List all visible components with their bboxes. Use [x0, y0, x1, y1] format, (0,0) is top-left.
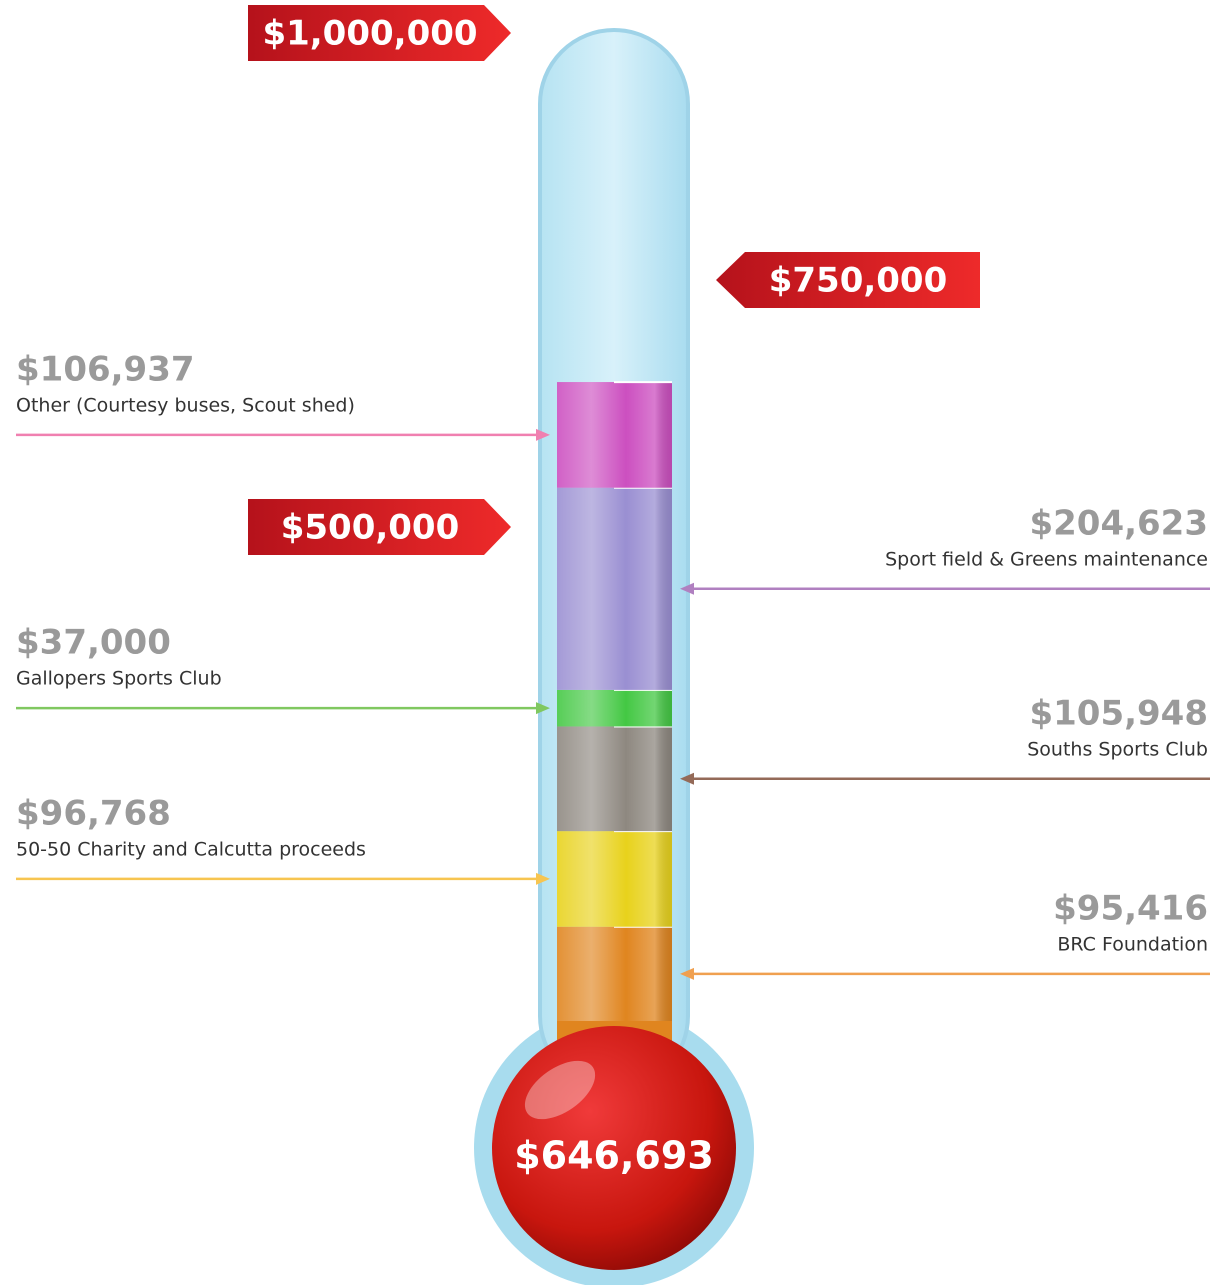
segment-name: Souths Sports Club [1027, 738, 1208, 760]
segment-shine [557, 926, 672, 1021]
arrow-head [536, 702, 550, 715]
segment-value: $37,000 [16, 623, 171, 663]
segment-name: Other (Courtesy buses, Scout shed) [16, 394, 355, 416]
segment-name: Gallopers Sports Club [16, 668, 222, 690]
segment-name: 50-50 Charity and Calcutta proceeds [16, 838, 366, 860]
segment-shine [557, 382, 672, 488]
arrow-head [680, 967, 694, 980]
segment-value: $204,623 [1029, 503, 1208, 543]
milestone-ribbon [248, 499, 511, 555]
segment-shine [557, 726, 672, 832]
segment-value: $106,937 [16, 349, 195, 389]
milestone-label: $1,000,000 [262, 14, 477, 54]
arrow-head [536, 428, 550, 441]
bulb [492, 1026, 736, 1270]
segment-shine [557, 831, 672, 927]
segment-name: BRC Foundation [1057, 933, 1208, 955]
arrow-head [680, 772, 694, 785]
total-label: $646,693 [514, 1134, 714, 1178]
milestone-label: $500,000 [281, 508, 460, 548]
milestone-ribbon [716, 252, 980, 308]
bulb-shine [524, 1060, 596, 1120]
segment-value: $105,948 [1029, 693, 1208, 733]
segment-shine [557, 689, 672, 727]
arrow-head [536, 872, 550, 885]
segment-value: $96,768 [16, 793, 171, 833]
segment-value: $95,416 [1053, 888, 1208, 928]
segment-name: Sport field & Greens maintenance [885, 548, 1208, 570]
milestone-ribbon [248, 5, 511, 61]
arrow-head [680, 582, 694, 595]
segment-shine [557, 487, 672, 690]
milestone-label: $750,000 [769, 261, 948, 301]
